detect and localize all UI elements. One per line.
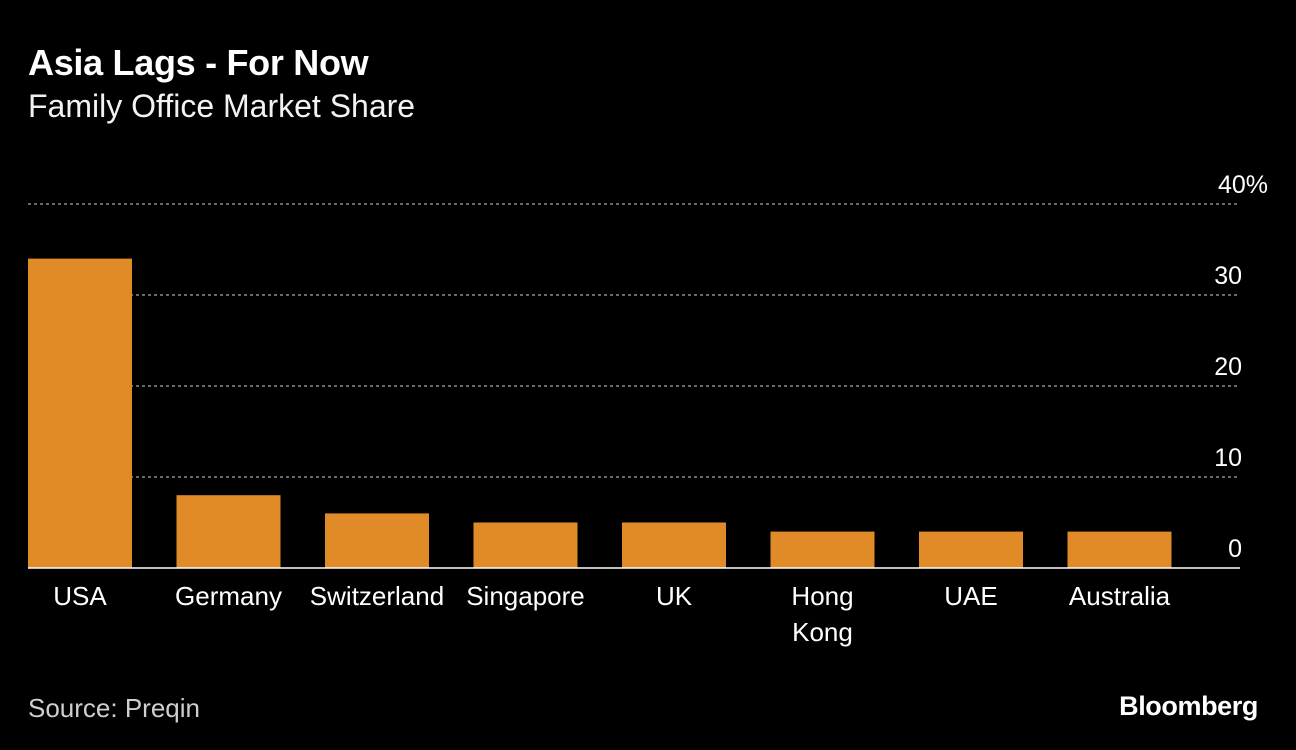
y-tick-label-10: 10 bbox=[1214, 444, 1242, 472]
x-tick-labels: USA Germany Switzerland Singapore UK Hong Kong… bbox=[53, 581, 1170, 647]
y-tick-label-30: 30 bbox=[1214, 262, 1242, 290]
bar-hong-kong bbox=[770, 531, 875, 568]
x-tick-label-uk: UK bbox=[656, 581, 693, 611]
y-tick-labels: 0 10 20 30 40% bbox=[1214, 171, 1268, 563]
x-tick-label-uae: UAE bbox=[944, 581, 997, 611]
y-tick-label-0: 0 bbox=[1228, 535, 1242, 563]
x-tick-label-singapore: Singapore bbox=[466, 581, 585, 611]
source-note: Source: Preqin bbox=[28, 693, 200, 723]
bar-australia bbox=[1067, 531, 1172, 568]
chart-title: Asia Lags - For Now bbox=[28, 42, 369, 83]
x-tick-label-hong-kong: Hong Kong bbox=[791, 581, 853, 647]
chart-subtitle: Family Office Market Share bbox=[28, 88, 416, 124]
bar-germany bbox=[176, 495, 281, 568]
bar-switzerland bbox=[325, 513, 429, 568]
bloomberg-logo: Bloomberg bbox=[1119, 691, 1258, 721]
x-tick-label-switzerland: Switzerland bbox=[310, 581, 444, 611]
bars bbox=[28, 258, 1172, 568]
x-tick-label-australia: Australia bbox=[1069, 581, 1171, 611]
bar-singapore bbox=[473, 522, 578, 568]
x-tick-label-usa: USA bbox=[53, 581, 107, 611]
y-tick-label-40: 40% bbox=[1218, 171, 1268, 199]
y-tick-label-20: 20 bbox=[1214, 353, 1242, 381]
grid-lines bbox=[28, 203, 1240, 478]
bar-usa bbox=[28, 258, 132, 568]
bar-uae bbox=[919, 531, 1023, 568]
x-tick-label-germany: Germany bbox=[175, 581, 282, 611]
bar-uk bbox=[622, 522, 726, 568]
